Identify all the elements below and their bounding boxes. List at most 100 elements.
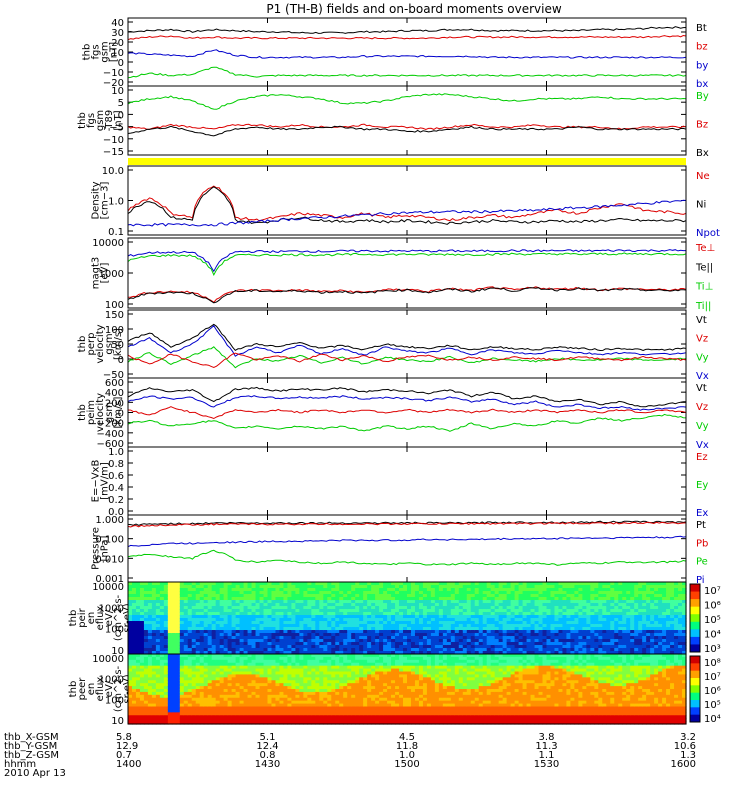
heatmap-cell xyxy=(259,615,265,619)
colorbar-label: 10⁷ xyxy=(704,586,721,597)
heatmap-cell xyxy=(128,624,133,628)
heatmap-cell xyxy=(450,630,456,634)
heatmap-cell xyxy=(498,597,504,601)
heatmap-cell xyxy=(147,600,153,604)
heatmap-cell xyxy=(650,639,655,643)
heatmap-cell xyxy=(243,694,249,699)
heatmap-cell xyxy=(538,627,544,631)
heatmap-cell xyxy=(466,642,472,646)
heatmap-cell xyxy=(319,703,324,708)
heatmap-cell xyxy=(283,680,289,684)
heatmap-cell xyxy=(147,700,153,705)
heatmap-cell xyxy=(426,597,432,601)
heatmap-cell xyxy=(678,642,683,646)
heatmap-cell xyxy=(446,624,452,628)
heatmap-cell xyxy=(219,639,225,643)
heatmap-cell xyxy=(662,609,667,613)
heatmap-cell xyxy=(303,621,308,625)
heatmap-cell xyxy=(494,594,500,598)
heatmap-cell xyxy=(243,588,249,592)
heatmap-cell xyxy=(291,612,296,616)
heatmap-cell xyxy=(602,582,607,586)
heatmap-cell xyxy=(466,594,472,598)
heatmap-cell xyxy=(347,633,352,637)
heatmap-cell xyxy=(383,627,388,631)
heatmap-cell xyxy=(227,609,233,613)
heatmap-cell xyxy=(618,633,623,637)
heatmap-cell xyxy=(195,600,201,604)
heatmap-cell xyxy=(518,627,524,631)
heatmap-cell xyxy=(486,582,492,586)
colorbar-segment xyxy=(690,599,700,608)
panel-ylabel: thb xyxy=(68,610,79,627)
heatmap-cell xyxy=(243,615,249,619)
heatmap-cell xyxy=(128,603,133,607)
heatmap-cell xyxy=(554,588,560,592)
heatmap-cell xyxy=(247,612,253,616)
heatmap-cell xyxy=(135,636,141,640)
heatmap-cell xyxy=(175,609,181,613)
heatmap-cell xyxy=(574,630,579,634)
heatmap-cell xyxy=(371,606,376,610)
y-tick-label: 1000 xyxy=(99,603,124,614)
heatmap-cell xyxy=(247,721,253,725)
heatmap-cell xyxy=(239,654,245,658)
heatmap-cell xyxy=(247,674,253,678)
heatmap-cell xyxy=(175,706,181,711)
heatmap-cell xyxy=(323,694,328,699)
heatmap-cell xyxy=(307,677,312,681)
heatmap-cell xyxy=(590,594,595,598)
heatmap-cell xyxy=(187,615,193,619)
heatmap-cell xyxy=(658,585,663,589)
heatmap-cell xyxy=(259,691,265,696)
heatmap-cell xyxy=(179,680,185,684)
heatmap-cell xyxy=(586,606,591,610)
heatmap-cell xyxy=(674,618,679,622)
heatmap-cell xyxy=(207,636,213,640)
heatmap-cell xyxy=(135,585,141,589)
heatmap-cell xyxy=(470,609,476,613)
heatmap-cell xyxy=(311,630,316,634)
heatmap-cell xyxy=(506,624,512,628)
heatmap-cell xyxy=(239,645,245,649)
heatmap-cell xyxy=(187,606,193,610)
heatmap-cell xyxy=(486,624,492,628)
heatmap-cell xyxy=(283,645,289,649)
legend-entry: Pt xyxy=(696,520,706,531)
heatmap-cell xyxy=(175,718,181,722)
heatmap-cell xyxy=(514,612,520,616)
heatmap-cell xyxy=(375,585,380,589)
heatmap-cell xyxy=(307,703,312,708)
heatmap-cell xyxy=(279,651,285,655)
heatmap-cell xyxy=(367,594,372,598)
heatmap-cell xyxy=(183,671,189,676)
heatmap-cell xyxy=(574,624,579,628)
heatmap-cell xyxy=(215,694,221,699)
heatmap-cell xyxy=(630,621,635,625)
heatmap-cell xyxy=(654,630,659,634)
heatmap-cell xyxy=(327,718,332,722)
heatmap-cell xyxy=(502,603,508,607)
heatmap-cell xyxy=(650,597,655,601)
heatmap-cell xyxy=(482,591,488,595)
heatmap-cell xyxy=(231,703,237,708)
heatmap-cell xyxy=(622,642,627,646)
heatmap-cell xyxy=(422,639,428,643)
heatmap-cell xyxy=(486,621,492,625)
heatmap-cell xyxy=(235,683,241,687)
heatmap-cell xyxy=(422,603,428,607)
heatmap-cell xyxy=(363,636,368,640)
heatmap-cell xyxy=(227,624,233,628)
heatmap-cell xyxy=(275,612,281,616)
heatmap-cell xyxy=(399,597,404,601)
heatmap-cell xyxy=(319,642,324,646)
heatmap-cell xyxy=(542,582,548,586)
heatmap-cell xyxy=(422,630,428,634)
panel-ylabel: peer xyxy=(77,677,88,701)
heatmap-cell xyxy=(207,615,213,619)
heatmap-cell xyxy=(450,636,456,640)
heatmap-cell xyxy=(187,630,193,634)
heatmap-cell xyxy=(219,659,225,664)
heatmap-cell xyxy=(279,665,285,670)
heatmap-cell xyxy=(179,694,185,699)
